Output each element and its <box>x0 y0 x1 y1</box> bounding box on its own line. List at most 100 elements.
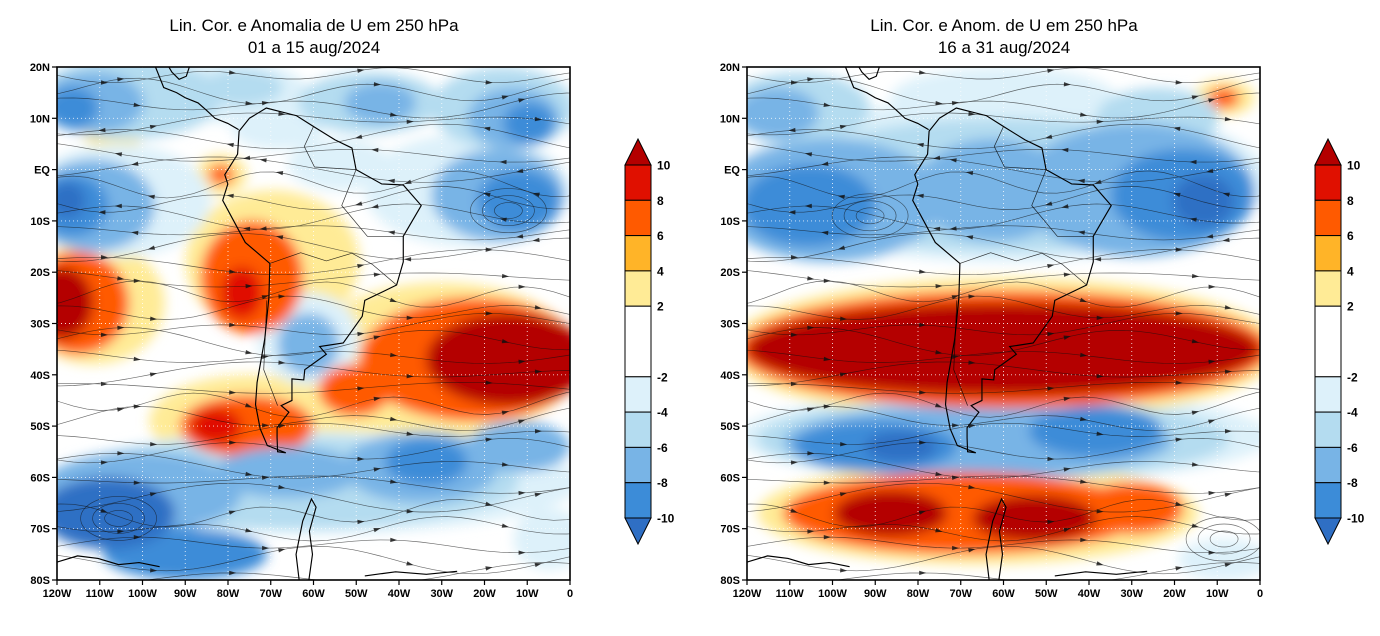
lon-tick-label: 100W <box>818 588 847 600</box>
lat-tick-label: 20S <box>30 267 50 279</box>
colorbar-segment <box>624 482 652 519</box>
colorbar-tick-label: -6 <box>657 441 668 455</box>
lon-tick-label: 70W <box>259 588 282 600</box>
colorbar-segment <box>624 270 652 307</box>
lat-tick-label: 70S <box>30 524 50 536</box>
colorbar-segment <box>624 376 652 413</box>
lon-tick-label: 30W <box>1120 588 1143 600</box>
colorbar-segment <box>1314 305 1342 378</box>
panel-right: Lin. Cor. e Anom. de U em 250 hPa 16 a 3… <box>690 0 1380 636</box>
streamlines-layer <box>57 67 570 580</box>
panel-left: Lin. Cor. e Anomalia de U em 250 hPa 01 … <box>30 16 675 600</box>
colorbar-tick-label: -4 <box>657 406 668 420</box>
grid-layer <box>747 67 1260 580</box>
lon-tick-label: 30W <box>430 588 453 600</box>
lon-tick-label: 10W <box>1206 588 1229 600</box>
colorbar-tick-label: -4 <box>1347 406 1358 420</box>
lat-tick-label: 60S <box>30 472 50 484</box>
colorbar-segment <box>624 164 652 201</box>
lon-tick-label: 60W <box>302 588 325 600</box>
lon-tick-label: 70W <box>949 588 972 600</box>
colorbar-segment <box>1314 482 1342 519</box>
streamline-arrows-layer <box>788 68 1232 576</box>
colorbar: 10 8 6 4 2 -2 -4 -6 -8 -10 <box>1314 137 1365 546</box>
colorbar-segment <box>1314 235 1342 272</box>
colorbar-segment <box>624 199 652 237</box>
lat-tick-label: 10S <box>30 216 50 228</box>
colorbar-arrow-top <box>1314 137 1342 166</box>
colorbar-arrow-top <box>624 137 652 166</box>
colorbar-segment <box>1314 270 1342 307</box>
colorbar-segment <box>1314 199 1342 237</box>
colorbar-segment <box>624 411 652 448</box>
map-plot-area <box>57 67 570 580</box>
lon-tick-label: 110W <box>776 588 805 600</box>
colorbar-tick-label: -2 <box>1347 370 1358 384</box>
lat-tick-label: 40S <box>30 370 50 382</box>
lat-tick-label: 40S <box>720 370 740 382</box>
colorbar-segment <box>1314 164 1342 201</box>
colorbar-segment <box>1314 376 1342 413</box>
panel-left-title-line2: 01 a 15 aug/2024 <box>247 38 381 57</box>
lat-tick-label: 20S <box>720 267 740 279</box>
colorbar-segment <box>624 446 652 484</box>
colorbar-tick-label: 10 <box>657 159 671 173</box>
panel-left-title-line1: Lin. Cor. e Anomalia de U em 250 hPa <box>169 16 459 35</box>
colorbar-tick-label: -10 <box>657 512 675 526</box>
eddy-layer <box>831 193 1260 562</box>
lon-tick-label: 110W <box>86 588 115 600</box>
colorbar-tick-label: 6 <box>1347 229 1354 243</box>
lon-tick-label: 10W <box>516 588 539 600</box>
colorbar-tick-label: 2 <box>1347 300 1354 314</box>
streamline-arrows-layer <box>98 68 542 576</box>
lon-tick-label: 120W <box>733 588 762 600</box>
lat-tick-label: 50S <box>30 421 50 433</box>
colorbar-tick-label: 2 <box>657 300 664 314</box>
lon-tick-label: 40W <box>1078 588 1101 600</box>
lon-tick-label: 50W <box>1035 588 1058 600</box>
lon-tick-label: 90W <box>174 588 197 600</box>
colorbar-tick-label: -8 <box>1347 476 1358 490</box>
lat-tick-label: 10S <box>720 216 740 228</box>
colorbar-tick-label: 8 <box>1347 194 1354 208</box>
lat-tick-label: 30S <box>720 319 740 331</box>
coastline-layer <box>57 67 457 580</box>
lat-tick-label: EQ <box>724 165 740 177</box>
colorbar-tick-label: 4 <box>657 264 664 278</box>
colorbar-tick-label: -2 <box>657 370 668 384</box>
lat-tick-label: 30S <box>30 319 50 331</box>
lon-tick-label: 80W <box>907 588 930 600</box>
lat-tick-label: 20N <box>30 62 50 74</box>
panel-right-title-line2: 16 a 31 aug/2024 <box>937 38 1071 57</box>
colorbar-segment <box>624 305 652 378</box>
lat-tick-label: 10N <box>720 113 740 125</box>
colorbar-tick-label: 6 <box>657 229 664 243</box>
colorbar-tick-label: -6 <box>1347 441 1358 455</box>
map-plot-area <box>747 67 1260 580</box>
eddy-layer <box>80 188 547 541</box>
colorbar-tick-label: -8 <box>657 476 668 490</box>
lat-tick-label: 10N <box>30 113 50 125</box>
lon-tick-label: 60W <box>992 588 1015 600</box>
lon-tick-label: 0 <box>1257 588 1263 600</box>
colorbar-tick-label: -10 <box>1347 512 1365 526</box>
lon-tick-label: 0 <box>567 588 573 600</box>
panel-right-title: Lin. Cor. e Anom. de U em 250 hPa 16 a 3… <box>690 0 1318 59</box>
grid-layer <box>57 67 570 580</box>
lon-tick-label: 50W <box>345 588 368 600</box>
colorbar: 10 8 6 4 2 -2 -4 -6 -8 -10 <box>624 137 675 546</box>
colorbar-tick-label: 4 <box>1347 264 1354 278</box>
lon-tick-label: 100W <box>128 588 157 600</box>
lon-tick-label: 90W <box>864 588 887 600</box>
lon-tick-label: 80W <box>217 588 240 600</box>
colorbar-tick-label: 8 <box>657 194 664 208</box>
lat-tick-label: 20N <box>720 62 740 74</box>
panel-right-title-line1: Lin. Cor. e Anom. de U em 250 hPa <box>870 16 1138 35</box>
lon-tick-label: 120W <box>43 588 72 600</box>
colorbar-arrow-bottom <box>1314 517 1342 546</box>
